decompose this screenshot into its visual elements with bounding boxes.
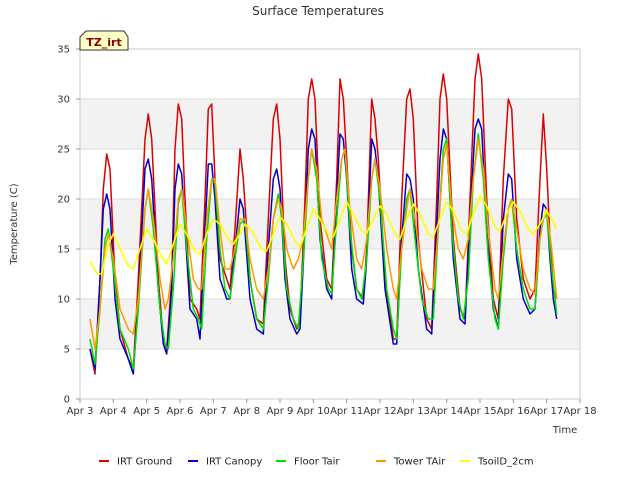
x-tick-label: Apr 16 [497, 406, 530, 417]
legend-label-tower-tair: Tower TAir [393, 457, 446, 468]
plot-band [80, 99, 580, 149]
legend-label-floor-tair: Floor Tair [294, 457, 340, 468]
chart-title: Surface Temperatures [252, 4, 384, 18]
x-tick-label: Apr 5 [133, 406, 160, 417]
y-tick-label: 35 [57, 45, 70, 56]
y-tick-label: 25 [57, 145, 70, 156]
x-tick-label: Apr 10 [297, 406, 330, 417]
x-tick-label: Apr 3 [67, 406, 94, 417]
x-tick-label: Apr 12 [363, 406, 396, 417]
site-tag: TZ_irt [79, 30, 129, 51]
x-tick-label: Apr 14 [430, 406, 463, 417]
legend-label-irt-canopy: IRT Canopy [206, 457, 262, 468]
x-axis-ticks: Apr 3 Apr 4 Apr 5 Apr 6 Apr 7 Apr 8 Apr 9 Apr 1… [67, 399, 597, 417]
y-tick-label: 15 [57, 245, 70, 256]
x-tick-label: Apr 8 [233, 406, 260, 417]
y-axis-title: Temperature (C) [9, 183, 20, 265]
plot-frame [79, 48, 581, 400]
axes [79, 48, 581, 400]
legend-label-tsoild-2cm: TsoilD_2cm [477, 457, 534, 468]
legend-label-irt-ground: IRT Ground [117, 457, 172, 468]
legend: IRT Ground IRT Canopy Floor Tair Tower TAir… [99, 457, 534, 468]
x-tick-label: Apr 11 [330, 406, 363, 417]
x-tick-label: Apr 6 [167, 406, 194, 417]
x-tick-label: Apr 17 [530, 406, 563, 417]
x-tick-label: Apr 15 [463, 406, 496, 417]
y-tick-label: 20 [57, 195, 70, 206]
y-tick-label: 0 [64, 395, 70, 406]
x-tick-label: Apr 4 [100, 406, 127, 417]
x-tick-label: Apr 18 [563, 406, 596, 417]
series-line-tsoild-2cm [89, 195, 558, 275]
site-tag-label: TZ_irt [86, 36, 121, 49]
x-tick-label: Apr 13 [397, 406, 430, 417]
y-tick-label: 5 [64, 345, 70, 356]
y-tick-label: 30 [57, 95, 70, 106]
y-axis-ticks: 0 5 10 15 20 25 30 35 [57, 45, 80, 406]
plot-band [80, 299, 580, 349]
x-tick-label: Apr 9 [267, 406, 294, 417]
x-tick-label: Apr 7 [200, 406, 227, 417]
plot-band [80, 199, 580, 249]
series-lines [89, 53, 558, 375]
x-axis-title: Time [552, 425, 577, 436]
y-tick-label: 10 [57, 295, 70, 306]
